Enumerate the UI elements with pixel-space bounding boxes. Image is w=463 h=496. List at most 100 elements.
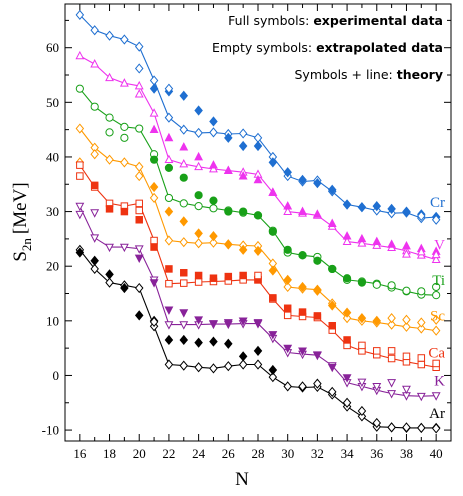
experimental-point bbox=[298, 281, 307, 293]
extrapolated-point bbox=[75, 210, 85, 220]
experimental-point bbox=[269, 294, 277, 302]
theory-point bbox=[134, 41, 144, 52]
series-label-ti: Ti bbox=[432, 273, 445, 289]
experimental-point bbox=[238, 171, 248, 180]
series-cr bbox=[75, 9, 441, 225]
experimental-point bbox=[387, 239, 397, 248]
experimental-point bbox=[283, 245, 292, 254]
theory-point bbox=[105, 277, 114, 288]
experimental-point bbox=[357, 233, 367, 243]
theory-point bbox=[283, 281, 292, 293]
experimental-point bbox=[179, 173, 188, 182]
x-tick-label: 30 bbox=[281, 446, 294, 461]
series-k bbox=[75, 202, 441, 402]
extrapolated-point bbox=[417, 354, 426, 362]
series-label-cr: Cr bbox=[430, 195, 445, 211]
extrapolated-point bbox=[402, 286, 411, 295]
series-sc bbox=[75, 123, 441, 336]
annotation-empty-bold: extrapolated data bbox=[316, 40, 443, 55]
experimental-point bbox=[268, 331, 278, 340]
experimental-point bbox=[298, 174, 307, 185]
annotation-full-prefix: Full symbols: bbox=[228, 13, 313, 28]
extrapolated-point bbox=[432, 359, 440, 368]
experimental-point bbox=[313, 312, 322, 320]
theory-point bbox=[431, 392, 441, 401]
experimental-point bbox=[283, 304, 292, 313]
y-tick-label: 60 bbox=[46, 40, 59, 55]
theory-point bbox=[417, 360, 426, 369]
experimental-point bbox=[164, 206, 174, 217]
experimental-point bbox=[342, 274, 352, 283]
x-tick-label: 28 bbox=[252, 446, 265, 461]
experimental-point bbox=[342, 307, 352, 318]
y-tick-label: 40 bbox=[46, 149, 59, 164]
theory-point bbox=[402, 321, 411, 332]
experimental-point bbox=[253, 345, 263, 356]
theory-point bbox=[194, 127, 203, 139]
theory-point bbox=[135, 199, 143, 208]
theory-point bbox=[164, 235, 174, 246]
experimental-point bbox=[298, 347, 307, 356]
experimental-point bbox=[164, 334, 174, 346]
theory-point bbox=[179, 237, 189, 248]
extrapolated-point bbox=[134, 63, 144, 74]
extrapolated-point bbox=[431, 423, 441, 434]
experimental-point bbox=[164, 132, 174, 142]
theory-point bbox=[179, 199, 188, 208]
theory-point bbox=[209, 237, 218, 248]
extrapolated-point bbox=[313, 378, 322, 389]
theory-point bbox=[165, 279, 173, 288]
experimental-point bbox=[194, 191, 203, 200]
experimental-point bbox=[194, 151, 204, 161]
experimental-point bbox=[283, 201, 293, 210]
experimental-point bbox=[179, 309, 189, 318]
experimental-point bbox=[328, 264, 337, 274]
extrapolated-point bbox=[327, 386, 337, 397]
experimental-point bbox=[179, 334, 189, 346]
experimental-point bbox=[268, 157, 278, 168]
theory-point bbox=[387, 390, 397, 399]
experimental-point bbox=[312, 209, 322, 218]
theory-point bbox=[149, 75, 159, 86]
experimental-point bbox=[298, 308, 307, 316]
theory-point bbox=[342, 236, 352, 245]
theory-point bbox=[417, 323, 426, 334]
experimental-point bbox=[194, 337, 203, 348]
experimental-point bbox=[194, 316, 204, 325]
extrapolated-point bbox=[402, 352, 411, 361]
theory-point bbox=[194, 362, 203, 373]
experimental-point bbox=[239, 271, 247, 280]
experimental-point bbox=[209, 320, 218, 329]
theory-point bbox=[194, 278, 203, 286]
extrapolated-point bbox=[134, 170, 144, 182]
y-tick-label: -10 bbox=[42, 423, 59, 438]
experimental-point bbox=[312, 351, 322, 360]
extrapolated-point bbox=[431, 214, 441, 225]
y-tick-labels: -10 0 10 20 30 40 50 60 bbox=[42, 40, 59, 437]
theory-point bbox=[432, 291, 441, 300]
experimental-point bbox=[224, 338, 233, 349]
experimental-point bbox=[149, 83, 159, 94]
series-label-v: V bbox=[434, 238, 445, 254]
x-tick-label: 18 bbox=[103, 446, 116, 461]
experimental-point bbox=[268, 265, 278, 276]
experimental-point bbox=[105, 269, 114, 280]
experimental-point bbox=[238, 244, 248, 255]
theory-point bbox=[134, 282, 144, 294]
annotation-empty-prefix: Empty symbols: bbox=[212, 40, 316, 55]
theory-point bbox=[105, 72, 114, 82]
x-tick-label: 36 bbox=[370, 446, 384, 461]
experimental-point bbox=[327, 363, 337, 373]
extrapolated-point bbox=[372, 280, 381, 289]
extrapolated-point bbox=[357, 378, 367, 388]
experimental-point bbox=[327, 184, 337, 195]
theory-point bbox=[179, 360, 189, 371]
extrapolated-point bbox=[402, 249, 411, 258]
extrapolated-point bbox=[417, 210, 426, 222]
theory-point bbox=[357, 411, 367, 422]
experimental-point bbox=[164, 306, 174, 315]
experimental-point bbox=[134, 254, 144, 264]
experimental-point bbox=[268, 227, 277, 236]
theory-point bbox=[75, 84, 84, 93]
